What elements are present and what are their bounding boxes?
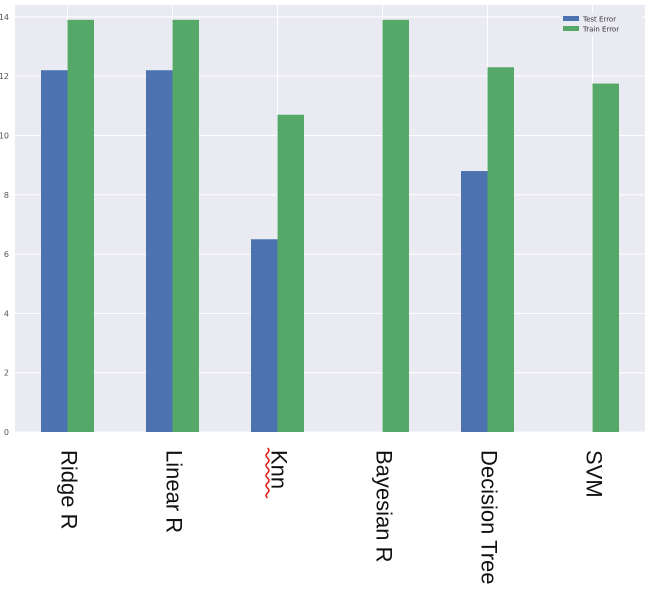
x-category-label: Linear R [162, 450, 187, 533]
spellcheck-underline [265, 447, 270, 499]
bar-train-error [487, 67, 514, 432]
bar-test-error [461, 171, 488, 433]
bars [41, 19, 619, 433]
y-tick-label: 12 [0, 72, 9, 81]
y-tick-label: 10 [0, 131, 9, 140]
bar-test-error [146, 70, 173, 432]
y-tick-label: 4 [4, 309, 9, 318]
legend-label-test-error: Test Error [582, 16, 616, 24]
legend-swatch-test-error [563, 16, 579, 21]
x-category-label: Ridge R [57, 450, 82, 529]
x-category-label: SVM [582, 450, 607, 498]
legend-swatch-train-error [563, 26, 579, 31]
x-category-label: Decision Tree [477, 450, 502, 585]
bar-train-error [67, 19, 94, 433]
y-axis-ticks: 0 2 4 6 8 10 12 14 [0, 13, 9, 437]
bar-train-error [382, 19, 409, 433]
y-tick-label: 14 [0, 13, 9, 22]
y-tick-label: 0 [4, 428, 9, 437]
y-tick-label: 8 [4, 191, 9, 200]
bar-train-error [172, 19, 199, 433]
y-tick-label: 2 [4, 369, 9, 378]
x-axis-category-labels: Ridge R Linear R Knn Bayesian R Decision Tre… [57, 447, 607, 585]
bar-train-error [277, 114, 304, 433]
bar-test-error [251, 239, 278, 432]
x-category-label: Knn [267, 450, 292, 489]
bar-train-error [592, 83, 619, 432]
plot-background [15, 5, 645, 432]
bar-test-error [41, 70, 68, 432]
x-category-label: Bayesian R [372, 450, 397, 563]
legend-label-train-error: Train Error [582, 26, 619, 34]
y-tick-label: 6 [4, 250, 9, 259]
legend: Test Error Train Error [560, 12, 642, 36]
